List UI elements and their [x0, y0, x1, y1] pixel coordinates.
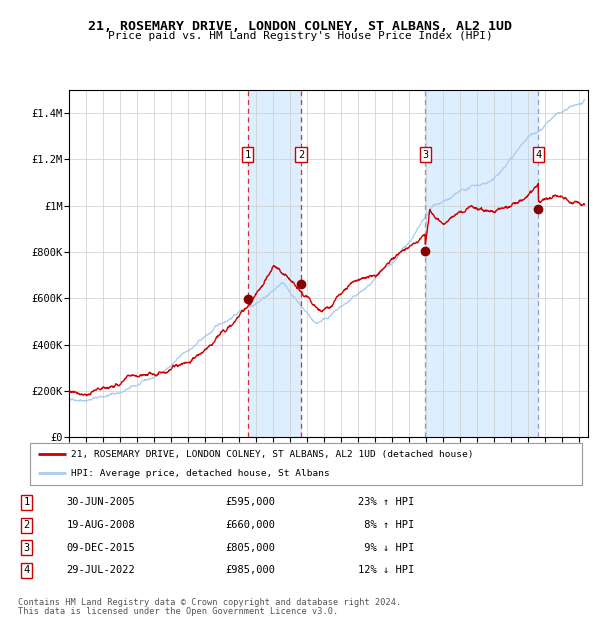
Text: £595,000: £595,000 — [225, 497, 275, 507]
Text: 21, ROSEMARY DRIVE, LONDON COLNEY, ST ALBANS, AL2 1UD (detached house): 21, ROSEMARY DRIVE, LONDON COLNEY, ST AL… — [71, 450, 474, 459]
FancyBboxPatch shape — [30, 443, 582, 485]
Text: 4: 4 — [23, 565, 29, 575]
Text: 9% ↓ HPI: 9% ↓ HPI — [358, 542, 414, 553]
Text: 8% ↑ HPI: 8% ↑ HPI — [358, 520, 414, 530]
Text: HPI: Average price, detached house, St Albans: HPI: Average price, detached house, St A… — [71, 469, 330, 478]
Bar — [248, 90, 301, 437]
Text: 21, ROSEMARY DRIVE, LONDON COLNEY, ST ALBANS, AL2 1UD: 21, ROSEMARY DRIVE, LONDON COLNEY, ST AL… — [88, 20, 512, 33]
Text: £660,000: £660,000 — [225, 520, 275, 530]
Bar — [425, 90, 538, 437]
Text: Price paid vs. HM Land Registry's House Price Index (HPI): Price paid vs. HM Land Registry's House … — [107, 31, 493, 41]
Text: 23% ↑ HPI: 23% ↑ HPI — [358, 497, 414, 507]
Text: 2: 2 — [298, 149, 304, 160]
Text: 3: 3 — [422, 149, 428, 160]
Text: 30-JUN-2005: 30-JUN-2005 — [67, 497, 136, 507]
Text: £985,000: £985,000 — [225, 565, 275, 575]
Text: 12% ↓ HPI: 12% ↓ HPI — [358, 565, 414, 575]
Text: 4: 4 — [535, 149, 541, 160]
Text: 3: 3 — [23, 542, 29, 553]
Text: 1: 1 — [23, 497, 29, 507]
Text: 29-JUL-2022: 29-JUL-2022 — [67, 565, 136, 575]
Text: Contains HM Land Registry data © Crown copyright and database right 2024.: Contains HM Land Registry data © Crown c… — [18, 598, 401, 607]
Text: £805,000: £805,000 — [225, 542, 275, 553]
Text: 09-DEC-2015: 09-DEC-2015 — [67, 542, 136, 553]
Text: 2: 2 — [23, 520, 29, 530]
Text: 19-AUG-2008: 19-AUG-2008 — [67, 520, 136, 530]
Text: 1: 1 — [245, 149, 251, 160]
Text: This data is licensed under the Open Government Licence v3.0.: This data is licensed under the Open Gov… — [18, 608, 338, 616]
